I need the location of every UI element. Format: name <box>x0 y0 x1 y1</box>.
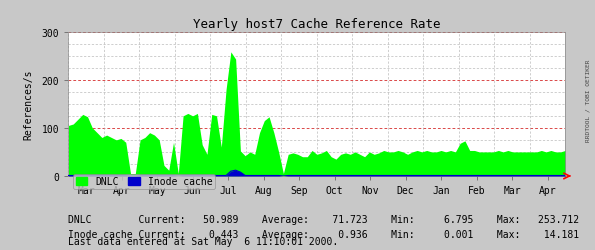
Text: Inode cache Current:    0.443    Average:     0.936    Min:     0.001    Max:   : Inode cache Current: 0.443 Average: 0.93… <box>68 229 580 239</box>
Text: RRDTOOL / TOBI OETIKER: RRDTOOL / TOBI OETIKER <box>585 59 590 141</box>
Y-axis label: References/s: References/s <box>24 69 34 140</box>
Title: Yearly host7 Cache Reference Rate: Yearly host7 Cache Reference Rate <box>193 18 440 31</box>
Text: Last data entered at Sat May  6 11:10:01 2000.: Last data entered at Sat May 6 11:10:01 … <box>68 236 339 246</box>
Text: DNLC        Current:   50.989    Average:    71.723    Min:     6.795    Max:   : DNLC Current: 50.989 Average: 71.723 Min… <box>68 214 580 224</box>
Legend: DNLC, Inode cache: DNLC, Inode cache <box>73 174 215 189</box>
